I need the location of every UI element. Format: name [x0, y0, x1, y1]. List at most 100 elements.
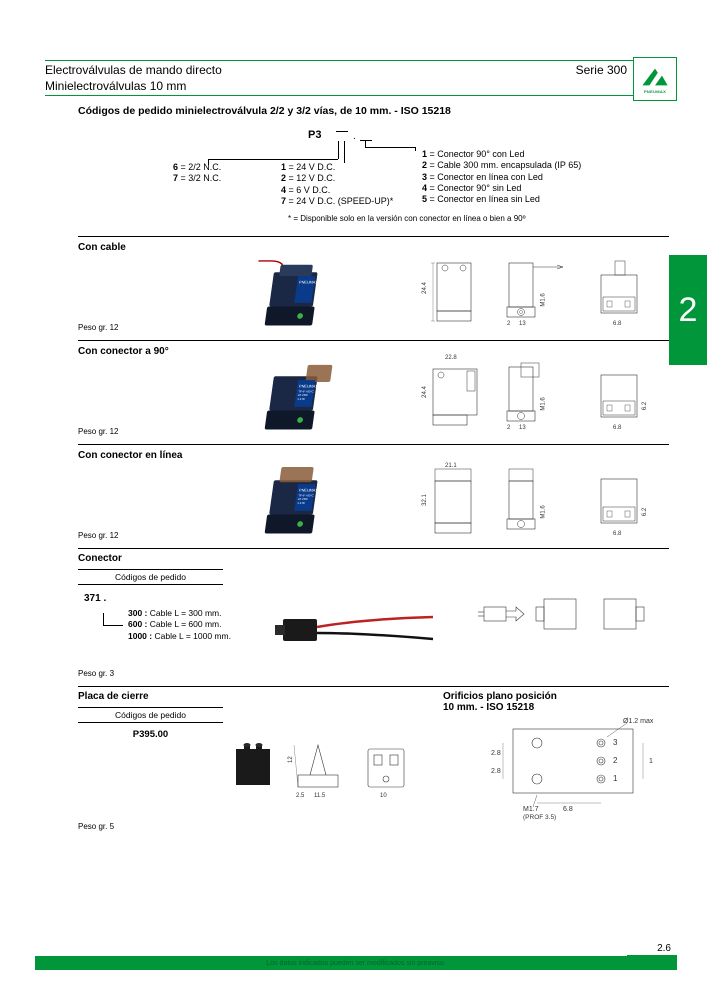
dim: 6.8 — [613, 321, 621, 327]
dim: 12 — [288, 756, 294, 763]
dim: 6.2 — [642, 402, 648, 410]
section-conector: Conector Códigos de pedido 371 . 300 : C… — [78, 549, 669, 687]
drawing-top — [589, 465, 649, 541]
line — [344, 141, 345, 163]
page: Electroválvulas de mando directo Miniele… — [0, 0, 707, 1000]
orifice-drawing: Ø1.2 max 2.8 2.8 3 2 1 1 6.8 M1.7 (PROF … — [473, 715, 668, 825]
footer-disclaimer: Los datos indicados pueden ser modificad… — [266, 960, 445, 967]
drawing-top — [589, 257, 649, 329]
codigo-label: Códigos de pedido — [78, 569, 223, 585]
header-serie: Serie 300 — [576, 63, 627, 77]
header-title-2: Minielectroválvulas 10 mm — [45, 79, 186, 93]
pneumax-logo-icon — [641, 65, 669, 89]
svg-text:PNEUMAX: PNEUMAX — [299, 385, 319, 389]
legend-row: 2 = Cable 300 mm. encapsulada (IP 65) — [422, 160, 581, 171]
dim: 2.8 — [491, 768, 501, 775]
code-slot-1 — [336, 131, 348, 132]
valve-icon: PNEUMAX TF-6°+50°C 24 VDC 1.3 W — [253, 467, 348, 543]
dim: 24.4 — [422, 282, 428, 294]
section-title: Con conector en línea — [78, 445, 669, 461]
dim: 6.2 — [642, 508, 648, 516]
legend-voltage: 1 = 24 V D.C. 2 = 12 V D.C. 4 = 6 V D.C.… — [281, 162, 393, 207]
legend-row: 2 = 12 V D.C. — [281, 173, 393, 184]
orificios-title-1: Orificios plano posición — [443, 687, 669, 702]
dim: 6.8 — [613, 425, 621, 431]
line — [208, 159, 338, 160]
dim: 2.8 — [491, 750, 501, 757]
svg-text:PNEUMAX: PNEUMAX — [299, 281, 319, 285]
ordering-code-diagram: P3 . 6 = 2/2 N.C. 7 = 3/2 N.C. 1 = 24 V … — [78, 127, 669, 237]
placa-code: P395.00 — [78, 723, 223, 746]
legend-row: 6 = 2/2 N.C. — [173, 162, 221, 173]
dim: 6.8 — [613, 531, 621, 537]
section-body: Peso gr. 12 PNEUMAX — [78, 253, 669, 341]
code-dot: . — [353, 131, 356, 142]
dim: 2.5 — [296, 793, 305, 799]
code-prefix: P3 — [308, 129, 321, 141]
weight-label: Peso gr. 12 — [78, 323, 118, 332]
line — [338, 141, 339, 159]
codigo-label: Códigos de pedido — [78, 707, 223, 723]
dim: 13 — [519, 425, 526, 431]
section-connector-90: Con conector a 90° Peso gr. 12 PNEUMAX T… — [78, 341, 669, 445]
dim: 32.1 — [422, 494, 428, 506]
dim: 10 — [380, 793, 387, 799]
section-title: Con conector a 90° — [78, 341, 669, 357]
section-tab: 2 — [669, 255, 707, 365]
dim: 13 — [519, 321, 526, 327]
section-number: 2 — [679, 291, 698, 330]
placa-block: Placa de cierre Códigos de pedido P395.0… — [78, 687, 358, 746]
weight-label: Peso gr. 12 — [78, 531, 118, 540]
section-connector-line: Con conector en línea Peso gr. 12 PNEUMA… — [78, 445, 669, 549]
weight-label: Peso gr. 5 — [78, 822, 114, 831]
dim: 22.8 — [445, 355, 457, 361]
section-body: Peso gr. 12 PNEUMAX TF-6°+50°C 24 VDC 1.… — [78, 357, 669, 445]
drawing-front — [423, 361, 483, 433]
line — [365, 147, 415, 148]
legend-valve-type: 6 = 2/2 N.C. 7 = 3/2 N.C. — [173, 162, 221, 185]
legend-row: 7 = 3/2 N.C. — [173, 173, 221, 184]
tech-drawings: 21.1 32.1 — [423, 465, 669, 545]
svg-text:1.3 W: 1.3 W — [297, 501, 305, 505]
content: Códigos de pedido minielectroválvula 2/2… — [78, 105, 669, 847]
drawing-side — [501, 465, 571, 541]
main-title: Códigos de pedido minielectroválvula 2/2… — [78, 105, 669, 117]
dim: 6.8 — [563, 806, 573, 813]
section-title: Con cable — [78, 237, 669, 253]
line — [103, 613, 104, 625]
legend-row: 5 = Conector en línea sin Led — [422, 194, 581, 205]
connector-cable-photo — [273, 599, 433, 659]
svg-text:PNEUMAX: PNEUMAX — [299, 489, 319, 493]
port-num: 2 — [613, 756, 618, 765]
line — [415, 147, 416, 151]
valve-icon: PNEUMAX — [253, 259, 348, 335]
drawing-side — [501, 257, 571, 329]
orifice-diagram: Ø1.2 max 2.8 2.8 3 2 1 1 6.8 M1.7 (PROF … — [473, 715, 668, 830]
connector-drawings — [478, 589, 658, 669]
section-body: Peso gr. 12 PNEUMAX TF-6°+50°C 24 VDC 1.… — [78, 461, 669, 549]
legend-row: 3 = Conector en línea con Led — [422, 172, 581, 183]
tech-drawings: 22.8 24.4 — [423, 361, 669, 441]
valve-icon: PNEUMAX TF-6°+50°C 24 VDC 1.3 W — [253, 363, 348, 439]
dim: 21.1 — [445, 463, 457, 469]
svg-text:1.3 W: 1.3 W — [297, 397, 305, 401]
legend-row: 7 = 24 V D.C. (SPEED-UP)* — [281, 196, 393, 207]
dim: M1.7 — [523, 806, 539, 813]
drawing-top — [589, 361, 649, 433]
brand-logo: PNEUMAX — [633, 57, 677, 101]
legend-row: 4 = Conector 90° sin Led — [422, 183, 581, 194]
legend-connector: 1 = Conector 90° con Led 2 = Cable 300 m… — [422, 149, 581, 205]
port-num: 1 — [613, 774, 618, 783]
valve-photo-line: PNEUMAX TF-6°+50°C 24 VDC 1.3 W — [253, 467, 348, 542]
valve-photo-90: PNEUMAX TF-6°+50°C 24 VDC 1.3 W — [253, 363, 348, 438]
dim: 2 — [507, 321, 510, 327]
tech-drawings: 24.4 M1.6 2 — [423, 257, 669, 337]
port-num: 3 — [613, 738, 618, 747]
drawing-side — [501, 361, 571, 433]
dim: (PROF 3.5) — [523, 814, 556, 821]
legend-row: 1 = 24 V D.C. — [281, 162, 393, 173]
orificios-title-2: 10 mm. - ISO 15218 — [443, 702, 669, 713]
connector-tech-drawing — [478, 589, 658, 664]
closure-plate-drawings: 12 2.5 11.5 10 — [228, 725, 438, 820]
orificios-block: Orificios plano posición 10 mm. - ISO 15… — [443, 687, 669, 713]
